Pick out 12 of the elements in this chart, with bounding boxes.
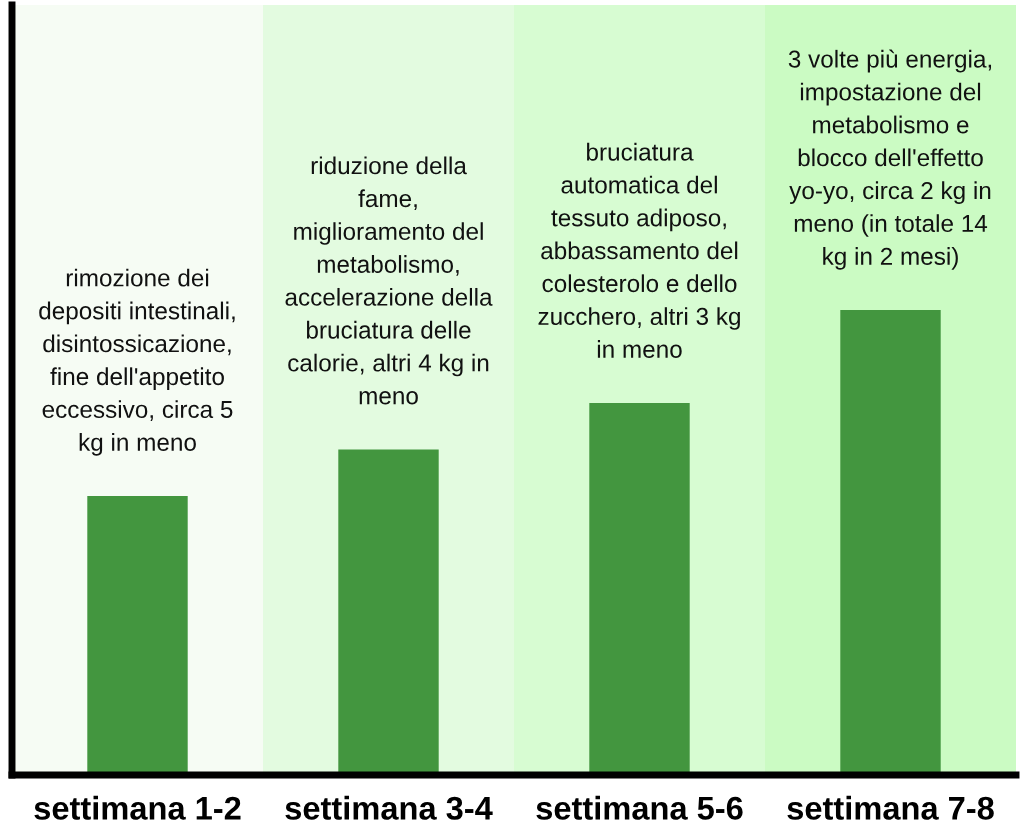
x-tick-label: settimana 5-6 <box>536 795 743 820</box>
annotation: bruciatura automatica del tessuto adiposo, abbassamento del colesterolo e dello zucchero, altri 3 kg in meno <box>538 142 740 358</box>
bar <box>338 449 439 775</box>
text: 3 volte più energia, impostazione del metabolismo e blocco dell'effetto yo-yo, circa 2 kg in meno (in totale 14 kg in 2 mesi) <box>788 49 992 270</box>
annotation: riduzione della fame, miglioramento del metabolismo, accelerazione della bruciatura delle calorie, altri 4 kg in meno <box>285 156 493 405</box>
annotation: rimozione dei depositi intestinali, disintossicazione, fine dell'appetito eccessivo, circa 5 kg in meno <box>39 268 235 456</box>
bar <box>840 310 941 775</box>
bar <box>589 403 690 775</box>
x-tick-label: settimana 1-2 <box>34 795 241 820</box>
x-tick-label: settimana 3-4 <box>285 795 493 820</box>
bar <box>87 496 188 775</box>
x-tick-label: settimana 7-8 <box>787 795 994 820</box>
